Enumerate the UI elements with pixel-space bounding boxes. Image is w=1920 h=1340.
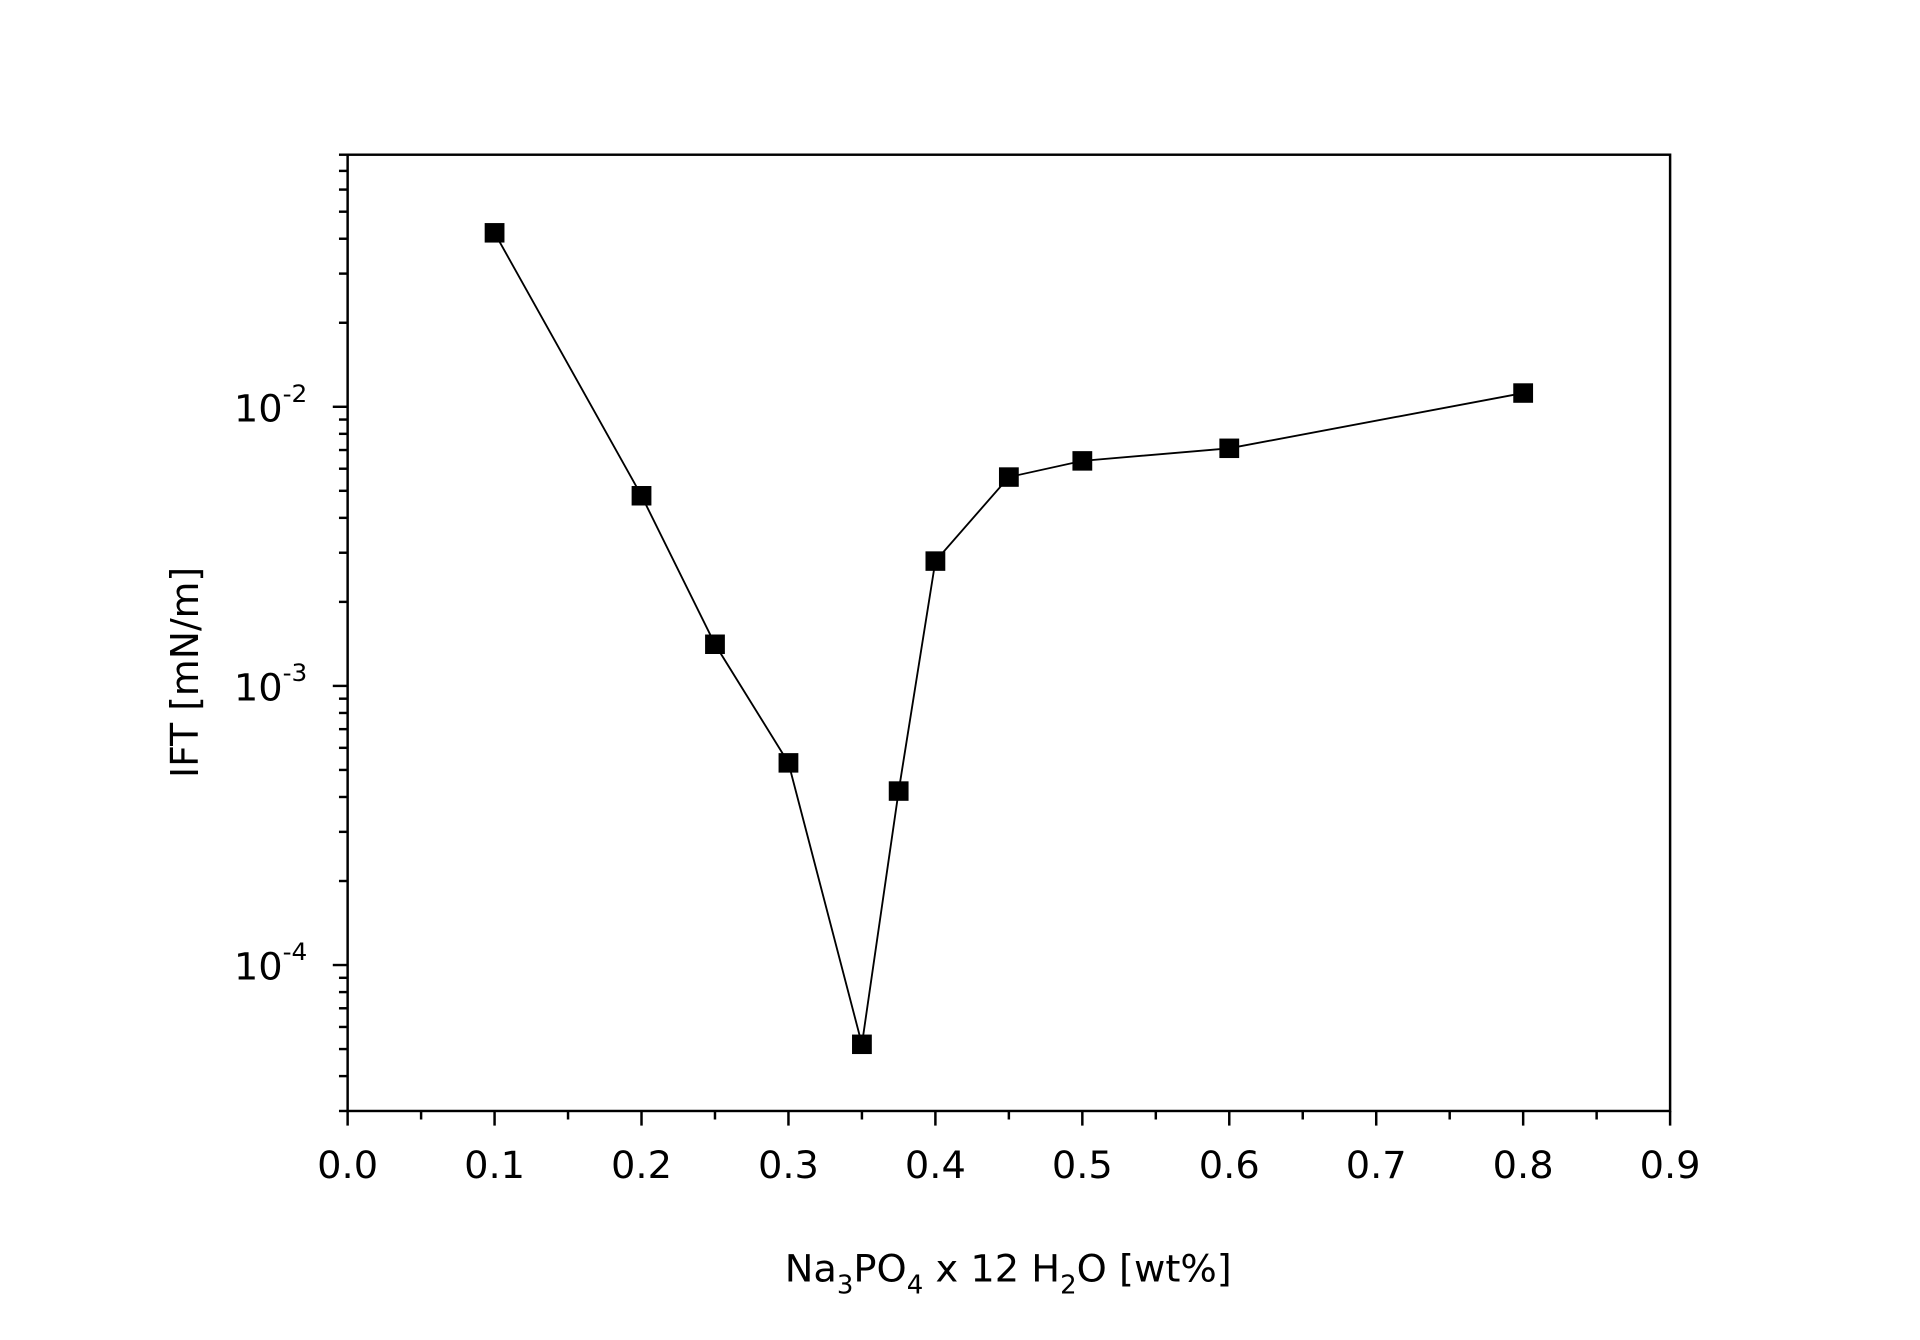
x-tick-label: 0.9	[1640, 1143, 1701, 1187]
data-point	[852, 1034, 872, 1055]
data-point	[1219, 438, 1240, 459]
y-tick-label: 10-3	[234, 658, 307, 709]
data-point	[1072, 451, 1093, 471]
x-tick-label: 0.1	[464, 1143, 525, 1187]
plot-frame	[346, 153, 1672, 1113]
data-point	[1513, 383, 1534, 403]
x-tick-label: 0.0	[317, 1143, 378, 1187]
x-tick-label: 0.4	[905, 1143, 966, 1187]
data-point	[925, 551, 946, 571]
data-point	[705, 634, 725, 655]
x-tick-label: 0.7	[1346, 1143, 1407, 1187]
y-tick-label: 10-2	[234, 379, 307, 430]
data-point	[484, 223, 505, 243]
y-axis-label: IFT [mN/m]	[163, 567, 207, 778]
x-tick-label: 0.8	[1493, 1143, 1554, 1187]
data-point	[998, 467, 1019, 487]
series-line	[493, 232, 1524, 1045]
y-tick-label: 10-4	[234, 937, 307, 988]
x-tick-label: 0.3	[758, 1143, 819, 1187]
data-point	[888, 781, 909, 801]
data-point	[778, 753, 799, 773]
x-axis-label: Na3PO4 x 12 H2O [wt%]	[785, 1247, 1232, 1301]
x-tick-label: 0.6	[1199, 1143, 1260, 1187]
x-tick-label: 0.5	[1052, 1143, 1113, 1187]
x-tick-label: 0.2	[611, 1143, 672, 1187]
data-point	[631, 486, 652, 506]
